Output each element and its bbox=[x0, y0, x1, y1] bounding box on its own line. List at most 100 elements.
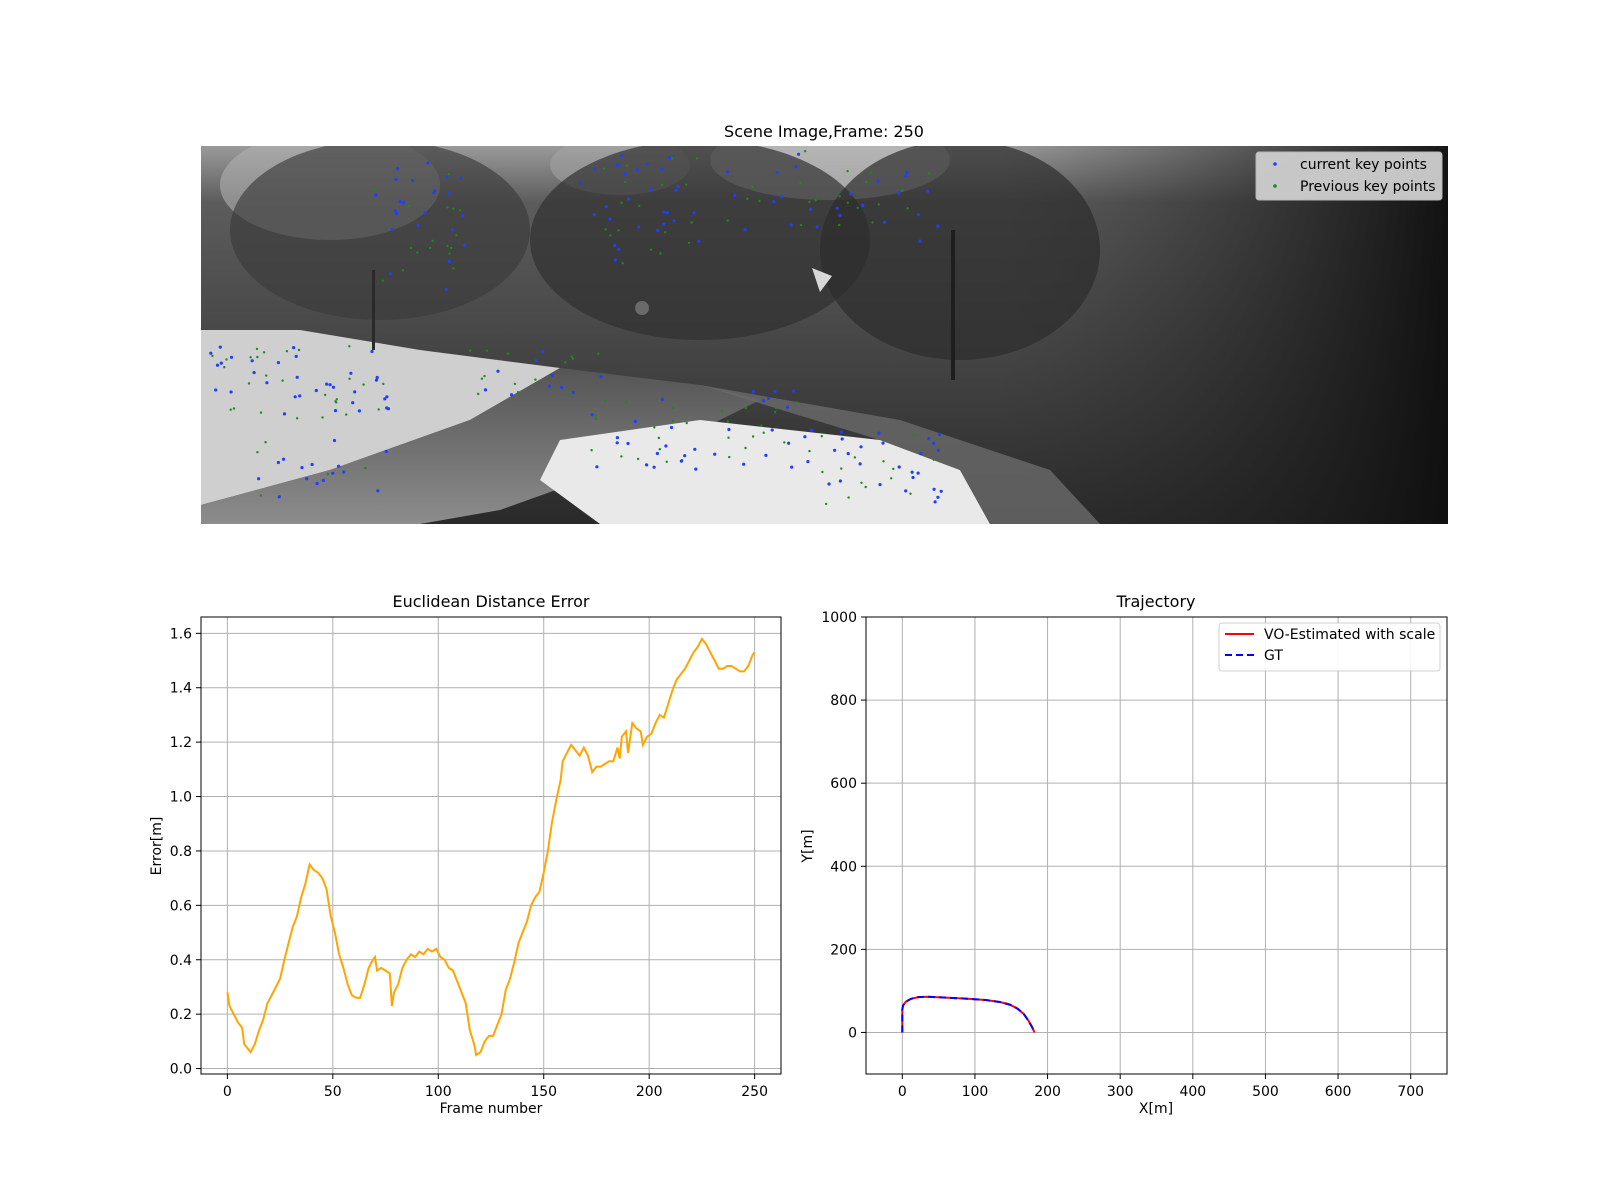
error-x-tick-label: 200 bbox=[636, 1084, 663, 1100]
trajectory-x-tick-label: 0 bbox=[898, 1084, 907, 1100]
current-keypoint bbox=[767, 396, 771, 400]
current-keypoint bbox=[849, 192, 853, 196]
error-y-axis-label: Error[m] bbox=[149, 817, 165, 876]
current-keypoint bbox=[426, 161, 430, 165]
current-keypoint bbox=[905, 170, 909, 175]
previous-keypoint bbox=[621, 262, 624, 265]
current-keypoint bbox=[416, 223, 420, 227]
previous-keypoint bbox=[620, 455, 623, 458]
current-keypoint bbox=[550, 373, 554, 377]
current-keypoint bbox=[325, 382, 329, 386]
current-keypoint bbox=[669, 425, 674, 430]
previous-keypoint bbox=[256, 451, 259, 454]
current-keypoint bbox=[383, 397, 387, 401]
previous-keypoint bbox=[808, 449, 811, 453]
previous-keypoint bbox=[604, 399, 607, 403]
current-keypoint bbox=[541, 350, 545, 354]
current-keypoint bbox=[393, 209, 397, 213]
previous-keypoint bbox=[751, 435, 755, 438]
current-keypoint bbox=[375, 375, 379, 380]
current-keypoint bbox=[919, 452, 923, 456]
previous-keypoint bbox=[609, 234, 612, 237]
current-keypoint bbox=[665, 211, 669, 215]
previous-keypoint bbox=[720, 409, 724, 412]
current-keypoint bbox=[762, 399, 766, 403]
current-keypoint bbox=[846, 452, 850, 456]
previous-keypoint bbox=[345, 413, 348, 416]
trajectory-chart-title: Trajectory bbox=[1116, 592, 1196, 611]
previous-keypoint bbox=[882, 460, 885, 463]
current-keypoint bbox=[727, 427, 731, 432]
current-keypoint bbox=[314, 388, 318, 393]
previous-keypoint bbox=[906, 207, 909, 210]
trajectory-grid bbox=[866, 616, 1447, 1074]
current-keypoint bbox=[667, 156, 672, 160]
current-keypoint bbox=[315, 481, 319, 486]
previous-keypoint bbox=[658, 448, 661, 451]
legend-label-gt: GT bbox=[1264, 648, 1283, 664]
previous-keypoint bbox=[877, 203, 880, 206]
trajectory-x-tick-label: 300 bbox=[1107, 1084, 1134, 1100]
current-keypoint bbox=[626, 441, 630, 446]
previous-keypoint bbox=[758, 199, 761, 203]
current-keypoint bbox=[933, 500, 937, 504]
current-keypoint bbox=[662, 222, 666, 226]
current-keypoint bbox=[214, 388, 218, 392]
current-keypoint bbox=[815, 225, 819, 229]
current-keypoint bbox=[394, 177, 398, 181]
current-keypoint bbox=[353, 390, 357, 394]
current-keypoint bbox=[794, 165, 798, 169]
previous-keypoint bbox=[838, 223, 841, 227]
legend-label-previous: Previous key points bbox=[1300, 179, 1436, 195]
previous-keypoint bbox=[660, 183, 664, 187]
current-keypoint bbox=[809, 207, 813, 211]
current-keypoint bbox=[608, 217, 612, 221]
current-keypoint bbox=[293, 395, 297, 399]
current-keypoint bbox=[877, 431, 881, 435]
current-keypoint bbox=[265, 381, 269, 385]
current-keypoint bbox=[398, 200, 402, 204]
error-x-ticks: 0 50 100 150 200 250 bbox=[223, 1074, 768, 1100]
current-keypoint bbox=[215, 363, 220, 367]
error-y-tick-label: 1.2 bbox=[170, 735, 192, 751]
current-keypoint bbox=[838, 213, 842, 217]
current-keypoint bbox=[697, 239, 701, 243]
current-keypoint bbox=[655, 451, 660, 456]
previous-keypoint bbox=[665, 460, 668, 463]
current-keypoint bbox=[904, 489, 908, 493]
current-keypoint bbox=[257, 477, 261, 481]
trajectory-y-tick-label: 400 bbox=[830, 859, 857, 875]
current-keypoint bbox=[276, 361, 280, 365]
current-keypoint bbox=[840, 437, 844, 441]
previous-keypoint bbox=[571, 357, 575, 360]
previous-keypoint bbox=[636, 457, 640, 461]
previous-keypoint bbox=[726, 420, 729, 423]
current-keypoint bbox=[604, 205, 608, 209]
error-chart-title: Euclidean Distance Error bbox=[392, 592, 589, 611]
current-keypoint bbox=[300, 466, 304, 470]
current-keypoint bbox=[534, 358, 538, 363]
previous-keypoint bbox=[727, 436, 730, 439]
trajectory-y-axis-label: Y[m] bbox=[800, 829, 816, 863]
current-keypoint bbox=[560, 385, 564, 389]
current-keypoint bbox=[645, 162, 649, 166]
previous-keypoint bbox=[225, 358, 228, 361]
previous-keypoint bbox=[223, 366, 226, 369]
current-keypoint bbox=[656, 228, 660, 232]
previous-keypoint bbox=[565, 393, 568, 396]
current-keypoint bbox=[835, 206, 839, 210]
scene-title: Scene Image,Frame: 250 bbox=[724, 122, 924, 141]
trajectory-x-tick-label: 400 bbox=[1179, 1084, 1206, 1100]
current-keypoint bbox=[904, 174, 908, 178]
keypoint-markers bbox=[209, 150, 943, 506]
current-keypoint bbox=[932, 441, 936, 445]
current-keypoint bbox=[881, 441, 885, 445]
current-keypoint bbox=[838, 479, 843, 483]
previous-keypoint bbox=[695, 157, 699, 160]
error-y-tick-label: 1.4 bbox=[170, 681, 192, 697]
previous-keypoint bbox=[259, 411, 263, 414]
previous-keypoint bbox=[624, 180, 627, 184]
current-keypoint bbox=[936, 495, 940, 499]
previous-keypoint bbox=[909, 492, 912, 495]
